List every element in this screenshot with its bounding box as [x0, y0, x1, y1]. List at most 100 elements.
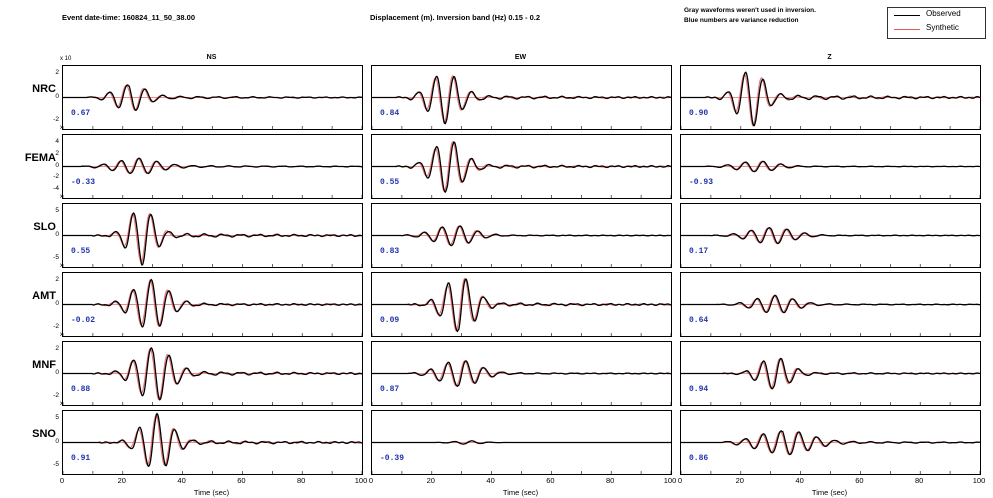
- legend-synthetic-label: Synthetic: [926, 23, 959, 32]
- legend-observed-label: Observed: [926, 9, 961, 18]
- observed-trace: [681, 357, 981, 390]
- waveform-panel: 0.88: [62, 341, 363, 406]
- ytick-label: 0: [55, 230, 59, 238]
- station-label-slo: SLO: [33, 220, 56, 233]
- waveform-panel: 0.94: [680, 341, 981, 406]
- waveform-panel: -0.39: [371, 410, 672, 475]
- waveform-plot: [62, 346, 363, 405]
- variance-reduction-value: 0.88: [71, 385, 91, 394]
- xtick-label: 20: [735, 476, 744, 485]
- ytick-label: -2: [53, 392, 59, 400]
- event-title: Event date-time: 160824_11_50_38.00: [62, 13, 196, 22]
- xtick-label: 0: [59, 476, 65, 485]
- waveform-plot: [680, 357, 981, 405]
- xtick-label: 0: [677, 476, 683, 485]
- waveform-plot: [62, 84, 363, 129]
- station-label-nrc: NRC: [32, 82, 56, 95]
- variance-reduction-value: 0.17: [689, 247, 709, 256]
- ytick-label: 2: [55, 149, 59, 157]
- xtick-label: 80: [606, 476, 615, 485]
- ytick-label: 0: [55, 161, 59, 169]
- observed-trace: [681, 430, 981, 456]
- waveform-panel: 0.86: [680, 410, 981, 475]
- observed-trace: [372, 440, 671, 445]
- observed-trace: [63, 278, 363, 328]
- ytick-label: 2: [55, 344, 59, 352]
- xtick-label: 40: [486, 476, 495, 485]
- waveform-panel: 0.55: [62, 203, 363, 268]
- observed-trace: [372, 225, 672, 247]
- waveform-panel: 0.09: [371, 272, 672, 337]
- synthetic-trace: [63, 279, 363, 327]
- waveform-panel: 0.67: [62, 65, 363, 130]
- observed-trace: [63, 346, 363, 401]
- band-title: Displacement (m). Inversion band (Hz) 0.…: [370, 13, 541, 22]
- variance-reduction-value: -0.33: [71, 178, 96, 187]
- observed-trace: [372, 75, 672, 125]
- waveform-panel: 0.83: [371, 203, 672, 268]
- legend-note: Gray waveforms weren't used in inversion…: [684, 6, 816, 26]
- xtick-label: 100: [663, 476, 677, 485]
- observed-trace: [372, 278, 672, 333]
- xtick-label: 60: [546, 476, 555, 485]
- variance-reduction-value: -0.02: [71, 316, 96, 325]
- observed-trace: [63, 212, 363, 266]
- waveform-plot: [680, 71, 981, 129]
- observed-trace: [63, 157, 363, 175]
- variance-reduction-value: 0.87: [380, 385, 400, 394]
- observed-trace: [681, 294, 981, 314]
- ytick-label: 5: [55, 413, 59, 421]
- waveform-plot: [371, 75, 672, 129]
- ytick-label: 0: [55, 299, 59, 307]
- waveform-plot: [62, 412, 363, 474]
- station-label-fema: FEMA: [24, 151, 56, 164]
- waveform-panel: 0.55: [371, 134, 672, 199]
- xtick-label: 100: [354, 476, 368, 485]
- synthetic-trace: [63, 412, 363, 467]
- xtick-label: 40: [177, 476, 186, 485]
- waveform-plot: [371, 141, 672, 198]
- waveform-plot: [371, 440, 672, 474]
- synthetic-trace: [63, 213, 363, 265]
- xtick-label: 100: [972, 476, 986, 485]
- waveform-panel: 0.87: [371, 341, 672, 406]
- x-axis-label: Time (sec): [811, 488, 848, 497]
- variance-reduction-value: 0.84: [380, 109, 400, 118]
- variance-reduction-value: 0.55: [71, 247, 91, 256]
- variance-reduction-value: 0.86: [689, 454, 709, 463]
- x-axis-label: Time (sec): [502, 488, 539, 497]
- waveform-panel: 0.64: [680, 272, 981, 337]
- variance-reduction-value: 0.83: [380, 247, 400, 256]
- waveform-plot: [680, 294, 981, 336]
- legend-observed-swatch: [894, 15, 920, 16]
- observed-trace: [681, 227, 981, 245]
- observed-trace: [681, 71, 981, 127]
- variance-reduction-value: 0.09: [380, 316, 400, 325]
- xtick-label: 60: [237, 476, 246, 485]
- waveform-panel: -0.93: [680, 134, 981, 199]
- waveform-plot: [62, 212, 363, 267]
- waveform-plot: [680, 227, 981, 267]
- waveform-panel: -0.33: [62, 134, 363, 199]
- waveform-panel: 0.84: [371, 65, 672, 130]
- waveform-panel: 0.17: [680, 203, 981, 268]
- legend-observed: Observed: [888, 8, 985, 22]
- waveform-plot: [371, 277, 672, 336]
- ytick-label: 0: [55, 368, 59, 376]
- ytick-label: -2: [53, 323, 59, 331]
- waveform-plot: [62, 278, 363, 336]
- ytick-label: 5: [55, 206, 59, 214]
- synthetic-trace: [372, 75, 672, 124]
- y-exponent-label: x 10: [60, 56, 72, 62]
- ytick-label: 2: [55, 275, 59, 283]
- variance-reduction-value: 0.91: [71, 454, 91, 463]
- synthetic-trace: [681, 73, 981, 127]
- waveform-panel: -0.02: [62, 272, 363, 337]
- column-title-z: Z: [827, 54, 832, 61]
- xtick-label: 20: [426, 476, 435, 485]
- variance-reduction-value: 0.55: [380, 178, 400, 187]
- legend-synthetic: Synthetic: [888, 22, 985, 36]
- xtick-label: 40: [795, 476, 804, 485]
- waveform-panel: 0.91: [62, 410, 363, 475]
- chart-legend: Observed Synthetic: [887, 7, 986, 39]
